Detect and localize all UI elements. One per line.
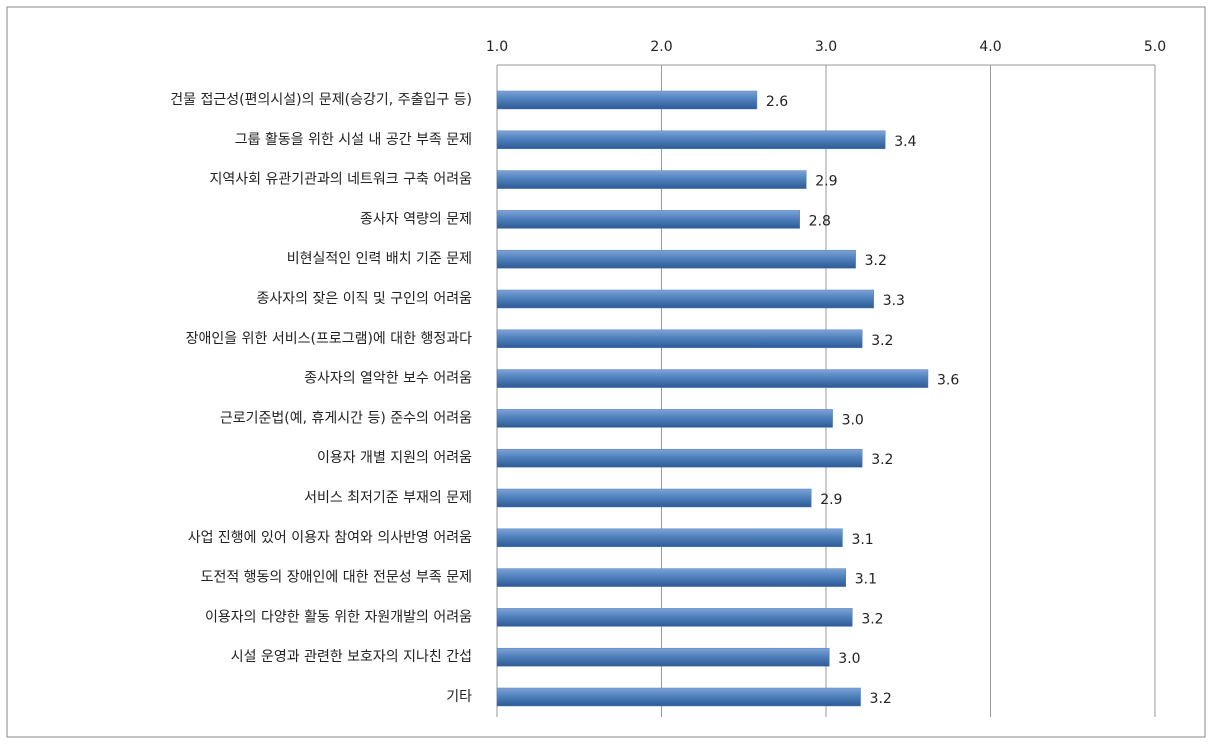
x-tick-label: 3.0 bbox=[815, 39, 837, 55]
y-tick-label: 도전적 행동의 장애인에 대한 전문성 부족 문제 bbox=[201, 570, 472, 586]
bar bbox=[496, 289, 874, 309]
y-tick-label: 이용자 개별 지원의 어려움 bbox=[317, 450, 472, 466]
data-label: 3.3 bbox=[883, 293, 905, 309]
data-label: 3.2 bbox=[861, 611, 883, 627]
y-tick-label: 건물 접근성(편의시설)의 문제(승강기, 주출입구 등) bbox=[170, 92, 472, 108]
y-tick-label: 서비스 최저기준 부재의 문제 bbox=[304, 490, 472, 506]
data-label: 3.2 bbox=[865, 253, 887, 269]
data-label: 2.9 bbox=[820, 492, 842, 508]
bar bbox=[496, 130, 886, 150]
bar bbox=[496, 90, 758, 110]
data-label: 3.0 bbox=[842, 412, 864, 428]
y-tick-label: 종사자의 열악한 보수 어려움 bbox=[304, 371, 472, 387]
y-tick-label: 기타 bbox=[446, 689, 472, 705]
data-label: 3.2 bbox=[871, 333, 893, 349]
data-label: 3.2 bbox=[870, 691, 892, 707]
data-label: 3.4 bbox=[894, 134, 916, 150]
y-tick-label: 종사자 역량의 문제 bbox=[360, 211, 472, 227]
y-tick-label: 시설 운영과 관련한 보호자의 지나친 간섭 bbox=[231, 649, 472, 665]
data-label: 2.9 bbox=[815, 174, 837, 190]
data-label: 2.8 bbox=[809, 213, 831, 229]
bar bbox=[496, 568, 846, 587]
bar bbox=[496, 409, 833, 428]
data-label: 2.6 bbox=[766, 94, 788, 110]
data-label: 3.1 bbox=[851, 532, 873, 548]
x-tick-label: 2.0 bbox=[650, 39, 672, 55]
bar bbox=[496, 608, 853, 627]
y-tick-label: 종사자의 잦은 이직 및 구인의 어려움 bbox=[257, 291, 473, 307]
x-tick-label: 4.0 bbox=[979, 39, 1001, 55]
bar bbox=[496, 249, 856, 269]
x-tick-label: 5.0 bbox=[1144, 39, 1166, 55]
bar bbox=[496, 329, 863, 349]
y-tick-label: 그룹 활동을 위한 시설 내 공간 부족 문제 bbox=[235, 132, 472, 148]
bar bbox=[496, 369, 929, 388]
data-label: 3.2 bbox=[871, 452, 893, 468]
data-label: 3.6 bbox=[937, 373, 959, 389]
y-tick-label: 비현실적인 인력 배치 기준 문제 bbox=[287, 251, 472, 267]
y-tick-label: 사업 진행에 있어 이용자 참여와 의사반영 어려움 bbox=[188, 530, 472, 546]
bar bbox=[496, 687, 861, 707]
bar bbox=[496, 448, 863, 468]
y-tick-label: 근로기준법(예, 휴게시간 등) 준수의 어려움 bbox=[220, 410, 472, 426]
x-tick-label: 1.0 bbox=[486, 39, 508, 55]
bar bbox=[496, 647, 830, 667]
bar bbox=[496, 488, 812, 508]
y-tick-label: 이용자의 다양한 활동 위한 자원개발의 어려움 bbox=[205, 609, 472, 625]
data-label: 3.0 bbox=[838, 651, 860, 667]
bar bbox=[496, 170, 807, 189]
bar bbox=[496, 210, 800, 229]
bar bbox=[496, 528, 843, 548]
y-tick-label: 지역사회 유관기관과의 네트워크 구축 어려움 bbox=[209, 172, 472, 188]
y-tick-label: 장애인을 위한 서비스(프로그램)에 대한 행정과다 bbox=[186, 331, 472, 347]
data-label: 3.1 bbox=[855, 572, 877, 588]
